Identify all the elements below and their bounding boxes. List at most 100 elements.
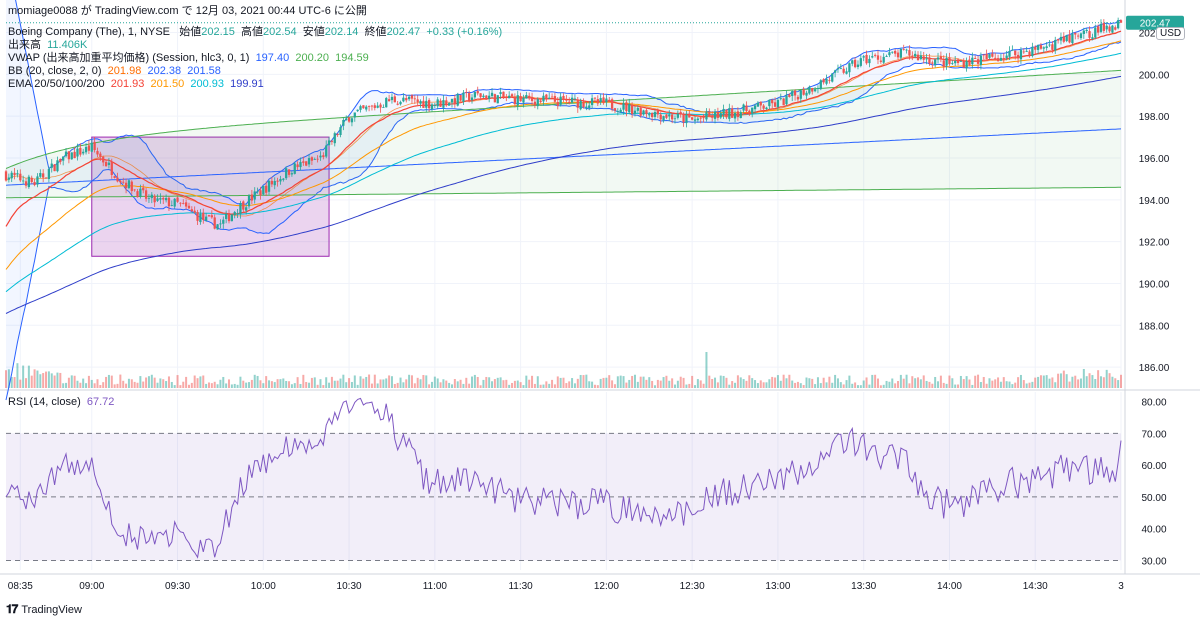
candle-body <box>519 96 522 102</box>
volume-bar <box>965 376 968 388</box>
volume-bar <box>242 380 245 388</box>
candle-body <box>33 181 36 186</box>
candle-body <box>179 202 182 204</box>
candle-body <box>988 54 991 58</box>
candle-body <box>1022 51 1025 53</box>
candle-body <box>493 94 497 103</box>
volume-bar <box>233 383 236 388</box>
candle-body <box>465 92 468 93</box>
currency-label[interactable]: USD <box>1156 27 1186 40</box>
candle-body <box>1045 46 1048 49</box>
volume-bar <box>1002 377 1005 388</box>
volume-bar <box>674 384 676 388</box>
vwap-legend: VWAP (出来高加重平均価格) (Session, hlc3, 0, 1) 1… <box>8 52 369 64</box>
volume-bar <box>714 377 717 388</box>
volume-bar <box>685 384 688 388</box>
candle-body <box>999 57 1003 61</box>
candle-body <box>1051 44 1054 50</box>
volume-bar <box>573 383 576 388</box>
candle-body <box>242 201 245 210</box>
volume-bar <box>476 377 479 388</box>
volume-bar <box>125 383 128 388</box>
tradingview-logo: 𝟏𝟕 TradingView <box>6 602 82 616</box>
candle-body <box>345 118 348 121</box>
volume-bar <box>279 379 282 388</box>
volume-bar <box>76 380 79 388</box>
volume-bar <box>65 382 68 388</box>
rsi-tick-label: 50.00 <box>1141 493 1166 504</box>
volume-bar <box>1079 378 1082 388</box>
candle-body <box>119 180 122 183</box>
candle-body <box>299 162 302 168</box>
volume-bar <box>259 380 262 388</box>
volume-bar <box>345 382 348 388</box>
candle-body <box>954 60 957 64</box>
volume-bar <box>445 380 448 388</box>
volume-bar <box>153 377 156 388</box>
volume-bar <box>511 382 514 388</box>
volume-bar <box>908 383 911 388</box>
candle-body <box>222 219 225 224</box>
candle-body <box>691 117 694 120</box>
volume-bar <box>616 376 619 388</box>
volume-bar <box>488 377 491 388</box>
time-tick-label: 13:00 <box>765 581 790 592</box>
volume-bar <box>734 382 737 388</box>
candle-body <box>851 60 854 64</box>
volume-bar <box>545 381 548 388</box>
volume-bar <box>448 382 451 388</box>
candle-body <box>204 216 208 221</box>
volume-bar <box>579 374 582 388</box>
candle-body <box>142 187 145 191</box>
candle-body <box>433 104 436 106</box>
volume-bar <box>130 379 133 388</box>
candle-body <box>791 91 794 97</box>
candle-body <box>622 103 625 110</box>
volume-bar <box>1111 376 1114 388</box>
volume-bar <box>696 379 699 388</box>
volume-bar <box>302 374 305 388</box>
volume-bar <box>210 383 213 388</box>
volume-bar <box>639 376 642 388</box>
candle-body <box>528 95 531 99</box>
candle-body <box>385 98 388 108</box>
candle-body <box>785 95 788 105</box>
volume-bar <box>45 371 48 388</box>
volume-bar <box>1068 381 1071 388</box>
candle-body <box>62 156 65 161</box>
candle-body <box>1008 51 1011 57</box>
symbol-legend: Boeing Company (The), 1, NYSE 始値202.15 高… <box>8 26 503 38</box>
candle-body <box>156 198 159 201</box>
volume-bar <box>102 382 105 388</box>
volume-bar <box>1120 374 1122 388</box>
candle-body <box>1039 45 1043 49</box>
volume-bar <box>728 384 731 388</box>
volume-bar <box>350 381 353 388</box>
volume-bar <box>508 384 511 388</box>
candle-body <box>831 73 834 82</box>
candle-body <box>359 106 362 110</box>
volume-bar <box>328 382 331 388</box>
volume-bar <box>276 379 279 388</box>
candle-body <box>199 213 202 223</box>
volume-bar <box>142 381 145 388</box>
candle-body <box>193 210 196 213</box>
candle-body <box>822 79 825 83</box>
volume-bar <box>270 381 273 388</box>
volume-bar <box>67 377 70 388</box>
time-tick-label: 10:30 <box>337 581 362 592</box>
volume-bar <box>856 385 859 388</box>
candle-body <box>762 105 765 109</box>
volume-bar <box>485 376 488 388</box>
candle-body <box>339 127 342 135</box>
candle-body <box>213 217 216 229</box>
volume-bar <box>633 374 636 388</box>
volume-bar <box>1102 377 1105 388</box>
candle-body <box>853 59 857 68</box>
volume-bar <box>422 375 425 388</box>
candle-body <box>407 96 411 100</box>
candle-body <box>996 58 1000 62</box>
candle-body <box>273 181 276 186</box>
volume-bar <box>162 379 165 388</box>
